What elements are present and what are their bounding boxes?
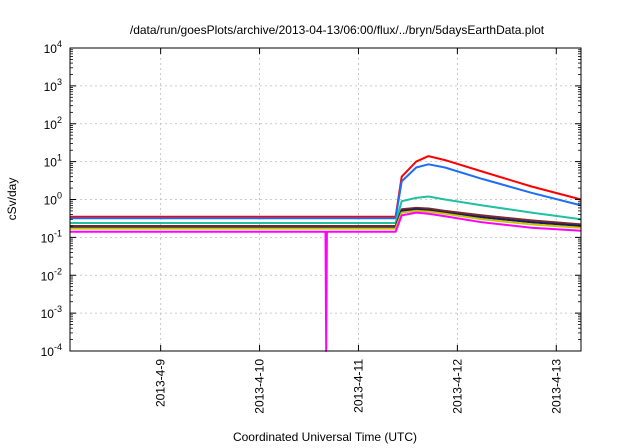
series-line-3 xyxy=(70,195,582,224)
series-line-1 xyxy=(70,155,582,218)
y-tick-label: 10-4 xyxy=(41,342,62,359)
y-tick-label: 102 xyxy=(44,115,62,132)
y-tick-label: 104 xyxy=(44,39,62,56)
x-tick-label: 2013-4-9 xyxy=(154,359,168,407)
y-axis-label: cSv/day xyxy=(5,178,19,221)
chart-title: /data/run/goesPlots/archive/2013-04-13/0… xyxy=(130,23,545,37)
series-line-6 xyxy=(70,209,582,230)
y-tick-label: 103 xyxy=(44,77,62,94)
x-tick-label: 2013-4-10 xyxy=(253,359,267,414)
x-axis-label: Coordinated Universal Time (UTC) xyxy=(233,430,417,444)
plot-frame xyxy=(69,47,582,352)
y-tick-label: 10-1 xyxy=(41,228,62,245)
y-tick-label: 10-2 xyxy=(41,266,62,283)
y-tick-label: 101 xyxy=(44,153,62,170)
y-tick-label: 10-3 xyxy=(41,304,62,321)
series-line-7 xyxy=(70,211,582,352)
y-tick-label: 100 xyxy=(44,191,62,208)
series-line-2 xyxy=(70,163,582,220)
series-line-4 xyxy=(70,206,582,227)
x-tick-label: 2013-4-12 xyxy=(450,359,464,414)
x-tick-label: 2013-4-13 xyxy=(549,359,563,414)
x-tick-label: 2013-4-11 xyxy=(351,359,365,413)
series-group xyxy=(70,155,582,352)
